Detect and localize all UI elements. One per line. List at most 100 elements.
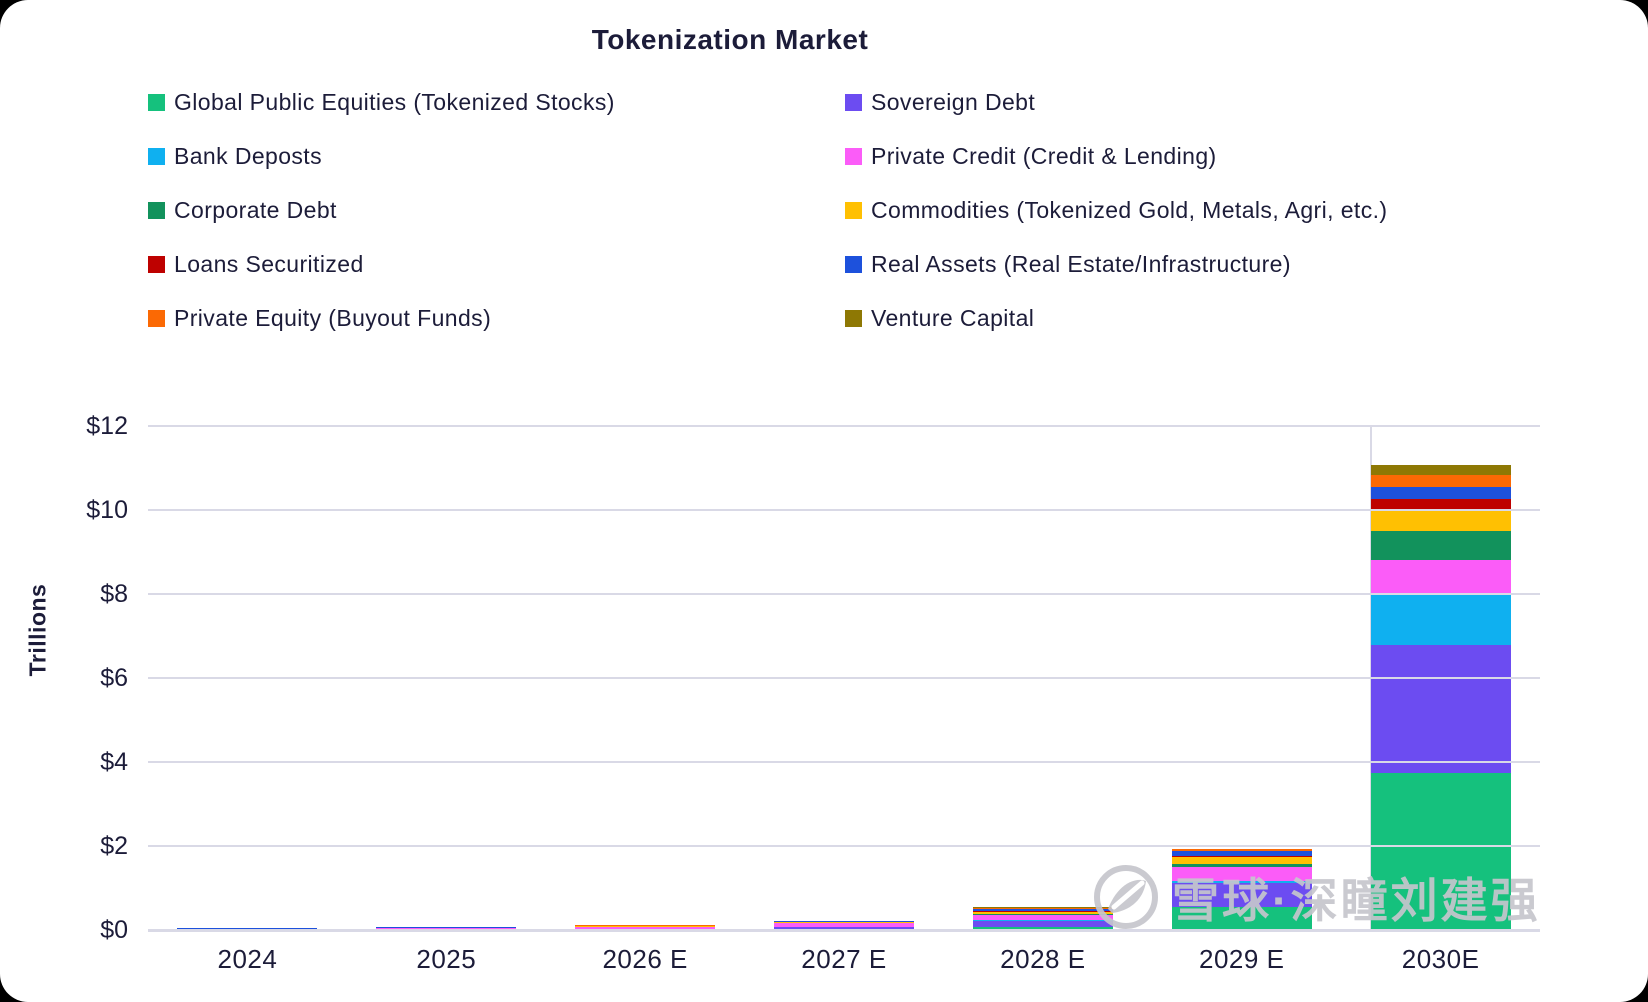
bar-segment [575,926,716,929]
bar-series-container [148,426,1540,930]
x-tick-label: 2025 [416,944,477,974]
bar-segment [1370,593,1511,646]
legend-label: Global Public Equities (Tokenized Stocks… [174,89,615,115]
x-tick-label: 2024 [217,944,278,974]
legend-item: Private Credit (Credit & Lending) [845,143,1387,169]
bar-segment [774,923,914,927]
bar-segment [1370,465,1511,476]
bar-segment [972,914,1113,916]
bar-segment [972,921,1113,928]
bar-segment [1171,906,1312,930]
gridline [148,509,1540,511]
y-tick-label: $8 [100,580,128,608]
legend-label: Private Credit (Credit & Lending) [871,143,1217,169]
legend-swatch-icon [845,94,862,111]
watermark: 雪球·深瞳刘建强 [1092,862,1541,931]
bar-segment [1171,856,1312,865]
legend-swatch-icon [845,148,862,165]
bar-segment [1370,511,1511,531]
y-tick-label: $6 [100,664,128,692]
legend-label: Loans Securitized [174,251,364,277]
y-tick-label: $0 [100,916,128,944]
legend-swatch-icon [845,256,862,273]
bar-band [745,426,944,930]
legend-label: Commodities (Tokenized Gold, Metals, Agr… [871,197,1388,223]
bar-segment [1370,486,1511,499]
bar-segment [376,927,517,929]
bar-segment [1370,645,1511,773]
bar-segment [1370,559,1511,594]
bar-band [1142,426,1341,930]
legend-swatch-icon [148,256,165,273]
stacked-bar-2028e [972,906,1113,930]
y-tick-label: $10 [86,496,128,524]
legend-swatch-icon [845,310,862,327]
gridline [148,677,1540,679]
legend-label: Bank Deposts [174,143,322,169]
bar-segment [972,906,1113,908]
legend-swatch-icon [148,148,165,165]
bar-segment [1370,498,1511,512]
bar-segment [972,915,1113,921]
bar-segment [177,928,318,930]
watermark-text: 雪球·深瞳刘建强 [1172,874,1541,927]
legend-swatch-icon [148,202,165,219]
stacked-bar-2029e [1171,848,1312,930]
legend-item: Loans Securitized [148,251,845,277]
legend-swatch-icon [148,310,165,327]
page-title: Tokenization Market [591,24,869,55]
legend-label: Venture Capital [871,305,1035,331]
xueqiu-logo-icon [1094,864,1158,929]
bar-segment [1370,475,1511,487]
bar-segment [376,926,517,928]
legend-label: Real Assets (Real Estate/Infrastructure) [871,251,1291,277]
legend-item: Commodities (Tokenized Gold, Metals, Agr… [845,197,1388,223]
bar-segment [1171,864,1312,868]
bar-segment [972,909,1113,912]
legend-swatch-icon [148,94,165,111]
bar-segment [1171,867,1312,882]
legend-item: Global Public Equities (Tokenized Stocks… [148,89,845,115]
x-tick-label: 2030E [1401,944,1480,974]
x-tick-label: 2028 E [1000,944,1086,974]
legend-label: Sovereign Debt [871,89,1036,115]
x-tick-label: 2026 E [602,944,688,974]
legend-item: Real Assets (Real Estate/Infrastructure) [845,251,1387,277]
bar-segment [972,920,1113,922]
bar-segment [1171,849,1312,852]
gridline [148,929,1540,932]
y-tick-label: $4 [100,748,128,776]
bar-segment [1171,851,1312,857]
bar-segment [972,907,1113,910]
bar-segment [972,927,1113,930]
bar-segment [575,926,716,927]
bar-segment [1370,772,1511,930]
y-tick-label: $12 [86,412,128,440]
x-axis-labels: 2024 2025 2026 E 2027 E 2028 E 2029 E 2030E [148,944,1540,975]
bar-segment [1171,882,1312,907]
legend-swatch-icon [845,202,862,219]
legend-label: Private Equity (Buyout Funds) [174,305,492,331]
legend-item: Private Equity (Buyout Funds) [148,305,845,331]
gridline [148,761,1540,763]
bar-segment [1171,881,1312,883]
bar-segment [774,921,914,923]
stacked-bar-2030e [1370,465,1511,930]
bar-segment [972,911,1113,915]
bar-segment [774,927,914,930]
gridline [148,593,1540,595]
x-tick-label: 2029 E [1199,944,1285,974]
chart-plot-area: $0 $2 $4 $6 $8 $10 $12 [0,412,1648,944]
x-tick-label: 2027 E [801,944,887,974]
legend-label: Corporate Debt [174,197,337,223]
bar-band [1341,426,1540,930]
gridline [148,425,1540,427]
bar-segment [1171,856,1312,857]
stacked-bar-2027e [774,920,914,930]
gridline [148,845,1540,847]
legend-item: Bank Deposts [148,143,845,169]
legend-item: Corporate Debt [148,197,845,223]
bar-segment [1171,848,1312,850]
legend-item: Venture Capital [845,305,1387,331]
legend-item: Sovereign Debt [845,89,1387,115]
